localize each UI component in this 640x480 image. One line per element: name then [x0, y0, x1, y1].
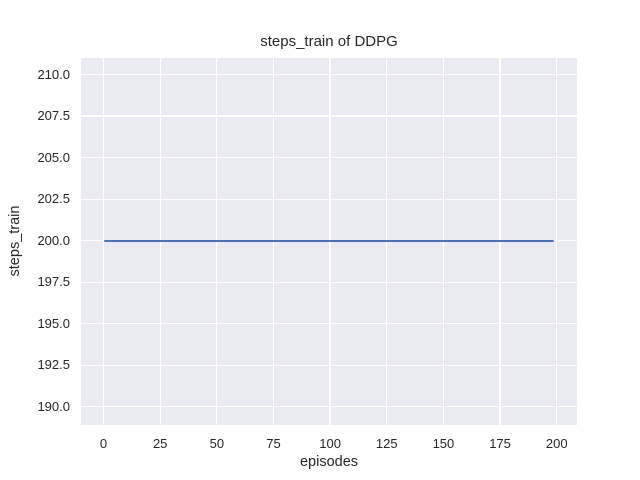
y-gridline — [81, 406, 577, 408]
y-tick-label: 207.5 — [37, 108, 70, 124]
x-tick-label: 200 — [545, 436, 568, 451]
y-gridline — [81, 364, 577, 366]
x-tick-label: 100 — [319, 436, 341, 451]
x-gridline — [556, 58, 558, 425]
x-tick-label: 0 — [99, 436, 108, 451]
y-tick-label: 202.5 — [37, 191, 70, 207]
x-tick-label: 125 — [375, 436, 398, 451]
y-tick-label: 197.5 — [37, 274, 70, 290]
x-tick-label: 175 — [489, 436, 511, 451]
y-tick-label: 200.0 — [37, 232, 70, 248]
y-tick-label: 192.5 — [37, 357, 70, 373]
y-tick-label: 210.0 — [37, 66, 70, 82]
x-tick-label: 75 — [266, 436, 281, 451]
y-tick-label: 195.0 — [37, 315, 70, 331]
plot-area — [81, 58, 577, 425]
chart-title: steps_train of DDPG — [260, 33, 398, 50]
series-line-steps_train — [103, 239, 555, 242]
y-gridline — [81, 115, 577, 117]
x-tick-label: 150 — [432, 436, 455, 451]
x-axis-label: episodes — [299, 454, 359, 470]
y-gridline — [81, 198, 577, 200]
y-gridline — [81, 323, 577, 325]
y-gridline — [81, 281, 577, 283]
y-gridline — [81, 156, 577, 159]
x-tick-label: 25 — [152, 436, 168, 451]
y-tick-label: 190.0 — [37, 398, 70, 414]
y-tick-label: 205.0 — [37, 149, 70, 165]
y-gridline — [81, 73, 577, 76]
x-tick-label: 50 — [209, 436, 225, 451]
